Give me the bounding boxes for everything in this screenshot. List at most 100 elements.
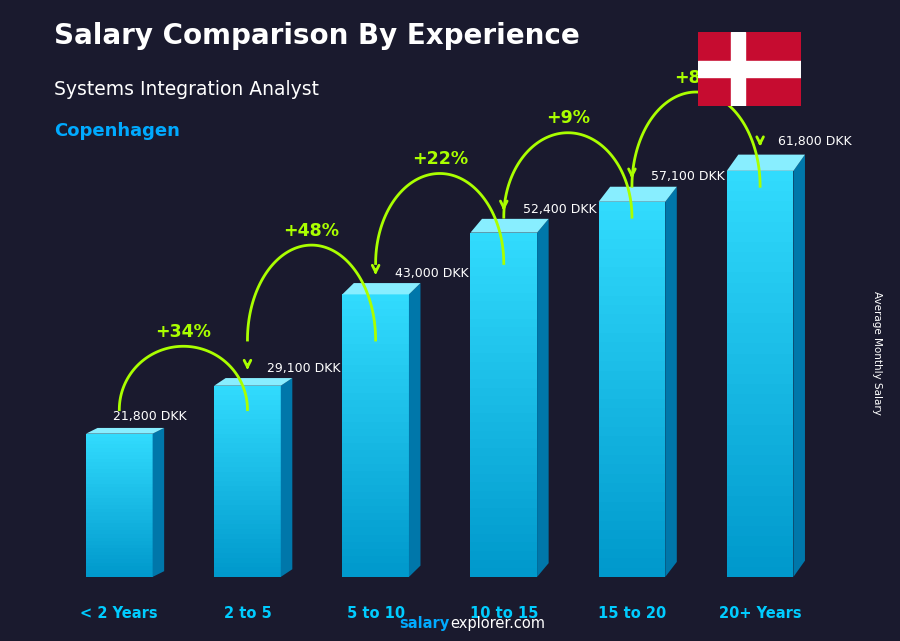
- Bar: [342, 401, 409, 408]
- Bar: [342, 301, 409, 308]
- Bar: [471, 258, 537, 267]
- Bar: [727, 404, 794, 415]
- Bar: [471, 267, 537, 276]
- Bar: [598, 502, 665, 512]
- Bar: [727, 303, 794, 313]
- Bar: [214, 458, 281, 462]
- Bar: [214, 534, 281, 538]
- Bar: [471, 293, 537, 301]
- Bar: [471, 474, 537, 482]
- Bar: [86, 459, 153, 462]
- Bar: [727, 222, 794, 232]
- Bar: [471, 465, 537, 474]
- Bar: [86, 545, 153, 548]
- Text: 43,000 DKK: 43,000 DKK: [395, 267, 469, 279]
- Bar: [86, 444, 153, 448]
- Text: Average Monthly Salary: Average Monthly Salary: [872, 290, 883, 415]
- Bar: [598, 567, 665, 577]
- Bar: [727, 516, 794, 526]
- Bar: [727, 212, 794, 222]
- Bar: [86, 552, 153, 555]
- Bar: [214, 481, 281, 486]
- Polygon shape: [153, 428, 164, 577]
- Bar: [86, 541, 153, 545]
- Bar: [342, 429, 409, 436]
- Bar: [342, 570, 409, 577]
- Text: 20+ Years: 20+ Years: [719, 606, 801, 622]
- Bar: [598, 277, 665, 286]
- Bar: [727, 526, 794, 537]
- Text: < 2 Years: < 2 Years: [80, 606, 158, 622]
- Bar: [214, 558, 281, 563]
- Bar: [214, 429, 281, 433]
- Bar: [727, 546, 794, 556]
- Bar: [214, 505, 281, 510]
- Bar: [471, 310, 537, 319]
- Bar: [471, 542, 537, 551]
- Bar: [471, 482, 537, 491]
- Bar: [471, 499, 537, 508]
- Bar: [86, 512, 153, 516]
- Bar: [471, 362, 537, 370]
- Bar: [86, 538, 153, 541]
- Bar: [86, 462, 153, 466]
- Bar: [342, 450, 409, 457]
- Text: +48%: +48%: [284, 222, 339, 240]
- Bar: [598, 314, 665, 324]
- Bar: [727, 537, 794, 546]
- Bar: [471, 404, 537, 413]
- Bar: [598, 305, 665, 314]
- Bar: [86, 559, 153, 563]
- Text: salary: salary: [400, 617, 450, 631]
- Text: 5 to 10: 5 to 10: [346, 606, 405, 622]
- Bar: [214, 520, 281, 524]
- Bar: [727, 455, 794, 465]
- Bar: [214, 529, 281, 534]
- Bar: [731, 32, 745, 106]
- Bar: [86, 573, 153, 577]
- Bar: [86, 505, 153, 509]
- Bar: [86, 451, 153, 455]
- Bar: [727, 333, 794, 344]
- Text: 61,800 DKK: 61,800 DKK: [778, 135, 851, 148]
- Bar: [342, 351, 409, 358]
- Bar: [598, 512, 665, 520]
- Bar: [214, 486, 281, 491]
- Bar: [598, 464, 665, 474]
- Bar: [727, 567, 794, 577]
- Text: 15 to 20: 15 to 20: [598, 606, 666, 622]
- Bar: [471, 241, 537, 250]
- Bar: [727, 465, 794, 476]
- Polygon shape: [409, 283, 420, 577]
- Bar: [598, 474, 665, 483]
- Bar: [598, 239, 665, 249]
- Bar: [86, 434, 153, 437]
- Bar: [471, 233, 537, 241]
- Text: +22%: +22%: [411, 150, 468, 168]
- Bar: [342, 337, 409, 344]
- Bar: [727, 313, 794, 323]
- Bar: [598, 427, 665, 437]
- Bar: [471, 336, 537, 344]
- Bar: [471, 379, 537, 388]
- Bar: [727, 415, 794, 424]
- Bar: [598, 370, 665, 380]
- Bar: [598, 549, 665, 558]
- Bar: [342, 549, 409, 556]
- Bar: [214, 567, 281, 572]
- Bar: [598, 324, 665, 333]
- Bar: [598, 258, 665, 267]
- Bar: [86, 523, 153, 527]
- Bar: [342, 556, 409, 563]
- Bar: [471, 439, 537, 448]
- Bar: [86, 534, 153, 538]
- Bar: [727, 424, 794, 435]
- Bar: [214, 405, 281, 410]
- Bar: [214, 438, 281, 443]
- Bar: [471, 276, 537, 284]
- Bar: [342, 542, 409, 549]
- Bar: [598, 492, 665, 502]
- Bar: [86, 441, 153, 444]
- Bar: [471, 534, 537, 542]
- Bar: [598, 352, 665, 361]
